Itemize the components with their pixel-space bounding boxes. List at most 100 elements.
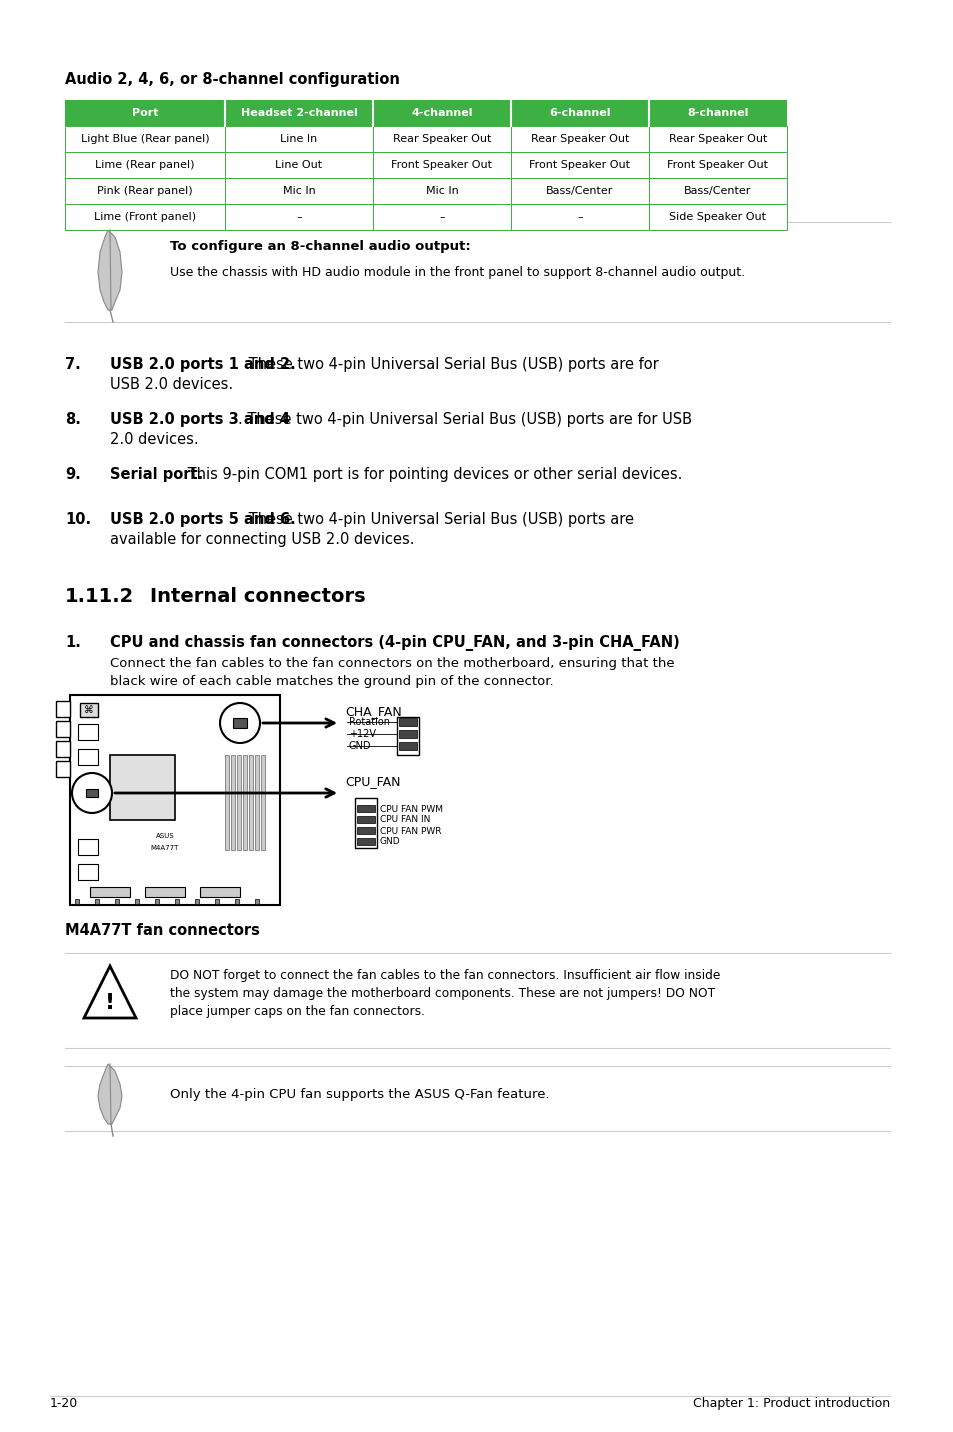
Text: 4-channel: 4-channel: [411, 107, 473, 117]
Bar: [398, 742, 416, 750]
Bar: [225, 100, 373, 126]
Text: Connect the fan cables to the fan connectors on the motherboard, ensuring that t: Connect the fan cables to the fan connec…: [110, 657, 674, 670]
Bar: [115, 899, 119, 904]
Bar: [356, 838, 375, 845]
Text: Rear Speaker Out: Rear Speaker Out: [668, 135, 766, 145]
Text: Front Speaker Out: Front Speaker Out: [529, 160, 630, 170]
Text: USB 2.0 devices.: USB 2.0 devices.: [110, 377, 233, 392]
Text: 9.: 9.: [65, 467, 81, 483]
Text: Rear Speaker Out: Rear Speaker Out: [530, 135, 629, 145]
Bar: [225, 178, 373, 203]
Bar: [225, 152, 373, 178]
Bar: [373, 100, 511, 126]
Bar: [373, 126, 511, 152]
Bar: [231, 755, 234, 851]
Text: To configure an 8-channel audio output:: To configure an 8-channel audio output:: [170, 241, 470, 253]
Bar: [398, 717, 416, 726]
Bar: [65, 203, 225, 231]
Bar: [135, 899, 139, 904]
Bar: [78, 749, 98, 765]
Bar: [65, 152, 225, 178]
Text: Lime (Front panel): Lime (Front panel): [93, 212, 196, 222]
Bar: [511, 100, 648, 126]
Text: 8.: 8.: [65, 412, 81, 427]
Text: Front Speaker Out: Front Speaker Out: [667, 160, 768, 170]
Bar: [648, 152, 786, 178]
Bar: [194, 899, 199, 904]
Bar: [511, 152, 648, 178]
Text: –: –: [577, 212, 582, 222]
Bar: [648, 178, 786, 203]
Text: ASUS: ASUS: [155, 833, 174, 839]
Bar: [225, 126, 373, 152]
Polygon shape: [98, 1064, 122, 1124]
Text: Only the 4-pin CPU fan supports the ASUS Q-Fan feature.: Only the 4-pin CPU fan supports the ASUS…: [170, 1088, 549, 1101]
Bar: [234, 899, 239, 904]
Bar: [261, 755, 265, 851]
Text: 2.0 devices.: 2.0 devices.: [110, 432, 198, 447]
Polygon shape: [98, 231, 122, 309]
Bar: [56, 702, 70, 717]
Bar: [236, 755, 241, 851]
Bar: [254, 899, 258, 904]
Text: Side Speaker Out: Side Speaker Out: [669, 212, 765, 222]
Bar: [78, 839, 98, 855]
Text: Chapter 1: Product introduction: Chapter 1: Product introduction: [692, 1398, 889, 1411]
Text: 10.: 10.: [65, 513, 91, 527]
Bar: [56, 740, 70, 758]
Text: Line Out: Line Out: [275, 160, 322, 170]
Bar: [373, 152, 511, 178]
Text: M4A77T fan connectors: M4A77T fan connectors: [65, 924, 259, 938]
Bar: [80, 703, 98, 717]
Text: GND: GND: [349, 740, 371, 750]
Text: 1-20: 1-20: [50, 1398, 78, 1411]
Text: . These two 4-pin Universal Serial Bus (USB) ports are for USB: . These two 4-pin Universal Serial Bus (…: [238, 412, 691, 427]
Bar: [70, 695, 280, 905]
Text: 1.11.2: 1.11.2: [65, 587, 134, 606]
Text: M4A77T: M4A77T: [151, 845, 179, 851]
Text: Lime (Rear panel): Lime (Rear panel): [95, 160, 194, 170]
Text: DO NOT forget to connect the fan cables to the fan connectors. Insufficient air : DO NOT forget to connect the fan cables …: [170, 969, 720, 982]
Bar: [65, 100, 225, 126]
Bar: [254, 755, 258, 851]
Bar: [648, 100, 786, 126]
Text: USB 2.0 ports 3 and 4: USB 2.0 ports 3 and 4: [110, 412, 290, 427]
Text: Use the chassis with HD audio module in the front panel to support 8-channel aud: Use the chassis with HD audio module in …: [170, 266, 744, 279]
Text: 7.: 7.: [65, 357, 81, 372]
Text: –: –: [438, 212, 444, 222]
Text: Mic In: Mic In: [425, 186, 457, 196]
Bar: [65, 126, 225, 152]
Text: place jumper caps on the fan connectors.: place jumper caps on the fan connectors.: [170, 1005, 424, 1018]
Bar: [511, 126, 648, 152]
Text: These two 4-pin Universal Serial Bus (USB) ports are: These two 4-pin Universal Serial Bus (US…: [244, 513, 634, 527]
Bar: [145, 886, 185, 896]
Text: Pink (Rear panel): Pink (Rear panel): [97, 186, 193, 196]
Bar: [355, 798, 376, 848]
Text: Bass/Center: Bass/Center: [546, 186, 613, 196]
Text: black wire of each cable matches the ground pin of the connector.: black wire of each cable matches the gro…: [110, 674, 553, 687]
Text: Serial port.: Serial port.: [110, 467, 203, 483]
Text: CPU FAN IN: CPU FAN IN: [379, 815, 430, 825]
Bar: [396, 717, 418, 755]
Bar: [214, 899, 219, 904]
Text: Bass/Center: Bass/Center: [683, 186, 751, 196]
Bar: [225, 755, 229, 851]
Bar: [373, 178, 511, 203]
Bar: [86, 789, 98, 798]
Circle shape: [220, 703, 260, 743]
Text: Rotation: Rotation: [349, 717, 390, 727]
Text: the system may damage the motherboard components. These are not jumpers! DO NOT: the system may damage the motherboard co…: [170, 987, 715, 1000]
Text: CPU FAN PWM: CPU FAN PWM: [379, 805, 442, 813]
Text: This 9-pin COM1 port is for pointing devices or other serial devices.: This 9-pin COM1 port is for pointing dev…: [183, 467, 681, 483]
Text: !: !: [105, 992, 115, 1012]
Bar: [648, 126, 786, 152]
Text: Line In: Line In: [280, 135, 317, 145]
Text: GND: GND: [379, 838, 400, 846]
Bar: [90, 886, 130, 896]
Bar: [200, 886, 240, 896]
Text: –: –: [295, 212, 301, 222]
Text: Audio 2, 4, 6, or 8-channel configuration: Audio 2, 4, 6, or 8-channel configuratio…: [65, 72, 399, 87]
Bar: [511, 203, 648, 231]
Text: CPU_FAN: CPU_FAN: [345, 775, 400, 788]
Bar: [356, 816, 375, 823]
